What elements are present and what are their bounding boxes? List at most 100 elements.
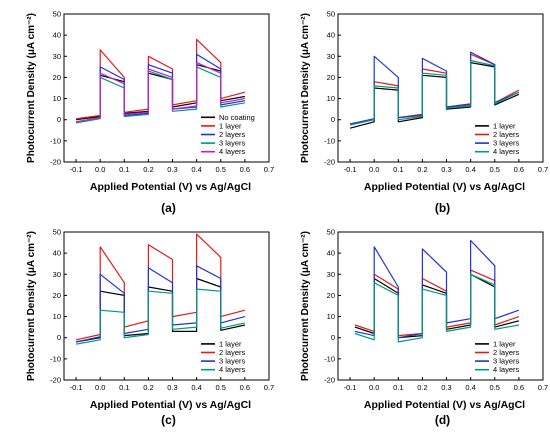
- y-tick-label: 30: [53, 52, 61, 61]
- series-line-1: [76, 64, 246, 121]
- x-tick-label: 0.4: [191, 165, 201, 174]
- y-tick-label: 40: [53, 31, 61, 40]
- y-tick-label: -10: [50, 354, 61, 363]
- x-tick-label: 0.0: [369, 165, 379, 174]
- legend-label: 4 layers: [219, 365, 246, 374]
- x-tick-label: 0.6: [240, 383, 250, 392]
- panel-label: (c): [161, 413, 176, 427]
- plot-frame: [337, 231, 544, 381]
- y-tick-label: 50: [53, 10, 61, 19]
- legend-label: 2 layers: [219, 130, 246, 139]
- series-line-3: [349, 51, 520, 125]
- series-line-1: [354, 273, 520, 339]
- y-tick-label: -20: [50, 158, 61, 167]
- y-tick-label: 20: [53, 73, 61, 82]
- x-tick-label: -0.1: [70, 165, 83, 174]
- x-tick-label: 0.1: [119, 165, 129, 174]
- panel-label: (b): [435, 201, 450, 215]
- series-line-2: [76, 38, 246, 120]
- x-tick-label: -0.1: [70, 383, 83, 392]
- x-tick-label: 0.0: [95, 383, 105, 392]
- y-tick-label: 20: [53, 291, 61, 300]
- y-axis-label: Photocurrent Density (μA cm⁻²): [26, 13, 37, 163]
- x-tick-label: -0.1: [344, 165, 357, 174]
- legend-label: 1 layer: [493, 339, 516, 348]
- x-tick-label: 0.6: [240, 165, 250, 174]
- legend-label: 3 layers: [219, 357, 246, 366]
- y-tick-label: 0: [57, 115, 61, 124]
- plot-frame: [63, 231, 270, 381]
- legend-label: 1 layer: [493, 121, 516, 130]
- legend-label: 2 layers: [219, 348, 246, 357]
- y-tick-label: 50: [327, 10, 335, 19]
- x-tick-label: 0.7: [538, 165, 548, 174]
- legend-label: No coating: [219, 113, 255, 122]
- x-tick-label: 0.0: [369, 383, 379, 392]
- series-line-2: [354, 269, 520, 337]
- legend-label: 4 layers: [493, 147, 520, 156]
- y-tick-label: 20: [327, 291, 335, 300]
- chart-panel-3: -0.1 0.0 0.1 0.2 0.3 0.4 0.5 0.6 0.7 -20 -10 0 10 20 3…: [26, 228, 274, 428]
- legend-label: 3 layers: [493, 357, 520, 366]
- x-tick-label: 0.1: [119, 383, 129, 392]
- x-tick-label: 0.2: [143, 383, 153, 392]
- y-tick-label: -20: [324, 158, 335, 167]
- x-tick-label: 0.3: [167, 383, 177, 392]
- legend-label: 4 layers: [219, 147, 246, 156]
- y-axis-label: Photocurrent Density (μA cm⁻²): [300, 231, 311, 381]
- y-tick-label: 0: [331, 115, 335, 124]
- y-tick-label: 0: [331, 333, 335, 342]
- x-tick-label: 0.3: [441, 165, 451, 174]
- y-tick-label: -10: [324, 354, 335, 363]
- legend-label: 1 layer: [219, 339, 242, 348]
- x-tick-label: 0.2: [417, 165, 427, 174]
- legend-label: 4 layers: [493, 365, 520, 374]
- chart-panel-1: -0.1 0.0 0.1 0.2 0.3 0.4 0.5 0.6 0.7 -20 -10 0 10 20 3…: [26, 10, 274, 216]
- x-tick-label: 0.7: [264, 165, 274, 174]
- series-line-4: [75, 288, 246, 345]
- series-line-4: [354, 273, 520, 343]
- legend-label: 1 layer: [219, 121, 242, 130]
- chart-panel-4: -0.1 0.0 0.1 0.2 0.3 0.4 0.5 0.6 0.7 -20 -10 0 10 20 3…: [300, 228, 548, 428]
- y-tick-label: 30: [327, 270, 335, 279]
- x-axis-label: Applied Potential (V) vs Ag/AgCl: [90, 181, 251, 193]
- x-tick-label: 0.1: [393, 383, 403, 392]
- y-tick-label: -20: [324, 376, 335, 385]
- x-tick-label: 0.1: [393, 165, 403, 174]
- y-tick-label: 30: [327, 52, 335, 61]
- legend-label: 3 layers: [219, 139, 246, 148]
- x-tick-label: 0.7: [538, 383, 548, 392]
- series-line-1: [349, 61, 520, 129]
- x-tick-label: -0.1: [344, 383, 357, 392]
- y-tick-label: 40: [53, 249, 61, 258]
- y-tick-label: 50: [327, 228, 335, 237]
- x-tick-label: 0.3: [441, 383, 451, 392]
- y-tick-label: 10: [53, 312, 61, 321]
- x-tick-label: 0.4: [465, 383, 475, 392]
- x-tick-label: 0.5: [216, 383, 226, 392]
- plot-frame: [63, 13, 270, 163]
- y-tick-label: 10: [327, 312, 335, 321]
- series-line-3: [354, 239, 520, 339]
- x-tick-label: 0.2: [143, 165, 153, 174]
- panel-label: (a): [161, 201, 176, 215]
- y-tick-label: -10: [50, 136, 61, 145]
- legend-label: 3 layers: [493, 139, 520, 148]
- y-tick-label: 10: [53, 94, 61, 103]
- legend-label: 2 layers: [493, 348, 520, 357]
- series-line-4: [349, 59, 520, 126]
- x-tick-label: 0.4: [465, 165, 475, 174]
- series-line-3: [75, 53, 246, 123]
- chart-panel-2: -0.1 0.0 0.1 0.2 0.3 0.4 0.5 0.6 0.7 -20 -10 0 10 20 3…: [300, 10, 548, 216]
- x-tick-label: 0.2: [417, 383, 427, 392]
- series-line-3: [75, 265, 246, 343]
- series-line-5: [75, 61, 246, 123]
- y-tick-label: -10: [324, 136, 335, 145]
- y-tick-label: 0: [57, 333, 61, 342]
- x-tick-label: 0.6: [514, 165, 524, 174]
